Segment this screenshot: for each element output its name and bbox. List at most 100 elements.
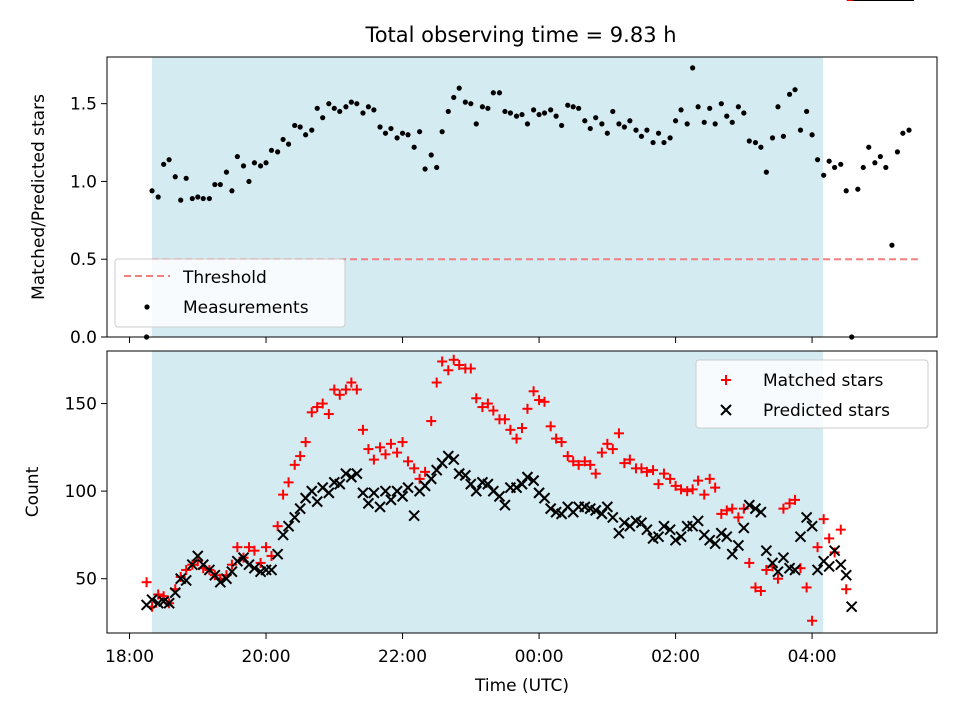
measurement-point <box>234 153 240 160</box>
predicted-star-point <box>538 492 551 504</box>
matched-star-point <box>539 396 550 407</box>
measurement-point <box>343 104 349 110</box>
measurement-point <box>797 127 804 133</box>
x-tick-label: 22:00 <box>378 647 427 667</box>
predicted-star-point <box>499 499 511 511</box>
predicted-star-point <box>482 478 494 490</box>
measurement-point <box>246 178 252 185</box>
x-tick-label: 00:00 <box>515 647 564 667</box>
predicted-star-point <box>669 534 682 546</box>
predicted-star-point <box>146 594 158 606</box>
measurement-point <box>399 130 406 136</box>
measurement-point <box>741 110 747 116</box>
predicted-star-point <box>323 487 335 499</box>
legend-matched-swatch <box>721 375 731 385</box>
measurement-point <box>838 161 844 167</box>
measurement-point <box>894 149 901 155</box>
measurement-point <box>809 132 815 138</box>
measurement-point <box>257 163 264 169</box>
predicted-star-point <box>425 473 437 485</box>
measurement-point <box>616 121 622 127</box>
predicted-star-point <box>231 555 244 567</box>
top-x-ticks <box>129 337 813 343</box>
legend-measurements-swatch <box>144 304 150 310</box>
matched-star-point <box>761 564 772 575</box>
measurement-point <box>309 127 315 133</box>
measurement-point <box>337 108 343 115</box>
predicted-star-point <box>527 474 540 487</box>
measurement-point <box>212 181 218 188</box>
matched-star-point <box>261 542 272 553</box>
measurement-point <box>576 105 582 111</box>
measurement-point <box>223 169 230 175</box>
x-tick-label: 04:00 <box>788 647 837 667</box>
matched-star-point <box>704 473 715 484</box>
matched-star-point <box>682 486 693 497</box>
measurement-point <box>439 129 445 135</box>
matched-star-point <box>375 442 386 453</box>
top-y-tick-label: 1.5 <box>70 95 97 115</box>
matched-star-point <box>272 521 283 532</box>
measurement-point <box>161 161 167 167</box>
measurement-point <box>360 110 366 116</box>
measurement-point <box>718 101 724 107</box>
measurement-point <box>434 164 440 171</box>
measurement-point <box>746 138 752 144</box>
measurement-point <box>570 104 576 110</box>
predicted-star-point <box>396 490 409 503</box>
predicted-star-point <box>465 478 477 490</box>
matched-star-point <box>329 384 340 395</box>
measurement-point <box>644 127 650 133</box>
measurement-point <box>712 121 718 127</box>
measurement-point <box>661 139 667 146</box>
measurement-point <box>263 160 269 166</box>
matched-star-point <box>426 416 437 427</box>
matched-star-point <box>733 512 744 523</box>
measurement-point <box>775 104 781 110</box>
predicted-star-point <box>743 499 756 511</box>
measurement-point <box>422 166 428 172</box>
bottom-y-tick-label: 100 <box>65 482 97 502</box>
matched-star-point <box>545 421 556 432</box>
measurement-point <box>297 124 303 130</box>
matched-star-point <box>727 503 738 514</box>
matched-star-point <box>517 423 527 434</box>
measurement-point <box>621 124 627 130</box>
matched-star-point <box>471 393 482 404</box>
measurement-point <box>678 107 684 113</box>
matched-star-point <box>573 459 584 470</box>
predicted-star-point <box>544 502 557 515</box>
matched-star-point <box>323 409 334 420</box>
matched-star-point <box>465 363 476 374</box>
predicted-star-point <box>772 565 784 578</box>
matched-star-point <box>414 473 425 484</box>
legend-predicted-swatch <box>720 404 732 416</box>
measurement-point <box>701 119 707 125</box>
matched-star-point <box>249 545 260 556</box>
top-legend: Threshold Measurements <box>114 258 346 328</box>
matched-star-point <box>368 454 379 465</box>
measurement-point <box>553 113 559 119</box>
measurement-point <box>821 172 827 178</box>
measurement-point <box>792 87 798 93</box>
matched-star-point <box>158 591 169 602</box>
matched-star-point <box>648 465 659 476</box>
legend-predicted-marker <box>720 404 732 416</box>
measurement-point <box>365 104 372 110</box>
predicted-star-point <box>521 471 534 483</box>
predicted-star-point <box>282 520 295 532</box>
predicted-star-point <box>510 481 523 494</box>
measurement-point <box>183 175 189 181</box>
measurement-point <box>468 101 474 107</box>
measurement-point <box>599 121 605 127</box>
matched-star-point <box>380 449 391 460</box>
matched-star-point <box>443 365 454 376</box>
predicted-star-point <box>442 450 454 462</box>
matched-star-point <box>283 477 294 488</box>
predicted-star-point <box>357 487 369 499</box>
measurement-point <box>513 113 520 119</box>
matched-star-point <box>829 547 840 558</box>
measurement-point <box>275 149 281 155</box>
matched-star-point <box>255 557 266 568</box>
predicted-star-point <box>709 537 721 550</box>
